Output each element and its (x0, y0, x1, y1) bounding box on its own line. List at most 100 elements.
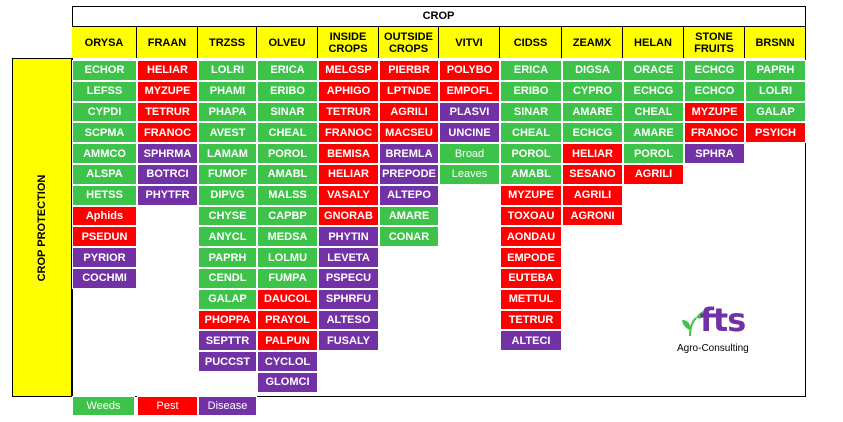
organism-cell: ERIBO (257, 80, 318, 102)
organism-cell: ECHCG (623, 80, 684, 102)
organism-cell: COCHMI (72, 268, 137, 289)
organism-cell: ERIBO (500, 80, 562, 102)
crop-header: INSIDE CROPS (318, 27, 379, 58)
organism-cell: GNORAB (318, 205, 379, 227)
organism-cell: GALAP (198, 288, 257, 310)
organism-cell: POROL (500, 143, 562, 164)
organism-cell: FRANOC (684, 122, 745, 144)
organism-cell: CHEAL (257, 122, 318, 144)
organism-cell: SINAR (500, 101, 562, 123)
organism-cell: CENDL (198, 268, 257, 289)
organism-cell: HELIAR (137, 60, 198, 81)
organism-cell: ECHCG (562, 122, 623, 144)
organism-cell: AMARE (379, 205, 439, 227)
organism-cell: GALAP (745, 101, 806, 123)
crop-header: HELAN (623, 27, 684, 58)
organism-cell: MYZUPE (500, 184, 562, 206)
organism-cell: BOTRCI (137, 164, 198, 185)
organism-cell: FUSALY (318, 330, 379, 352)
legend-pest: Pest (137, 396, 198, 416)
organism-cell: CHYSE (198, 205, 257, 227)
organism-cell: ANYCL (198, 226, 257, 248)
organism-cell: HETSS (72, 184, 137, 206)
organism-cell: ECHOR (72, 60, 137, 81)
organism-cell: PRAYOL (257, 309, 318, 331)
organism-cell: AGRILI (562, 184, 623, 206)
sprout-icon (682, 310, 708, 337)
organism-cell: ERICA (500, 60, 562, 81)
organism-cell: PAPRH (198, 247, 257, 268)
organism-cell: PUCCST (198, 351, 257, 372)
organism-cell: ALTEPO (379, 184, 439, 206)
organism-cell: SPHRA (684, 143, 745, 164)
organism-cell: PSEDUN (72, 226, 137, 248)
organism-cell: ECHCO (684, 80, 745, 102)
organism-cell: CYPDI (72, 101, 137, 123)
organism-cell: FRANOC (318, 122, 379, 144)
organism-cell: DIGSA (562, 60, 623, 81)
organism-cell: BREMLA (379, 143, 439, 164)
organism-cell: LPTNDE (379, 80, 439, 102)
organism-cell: PSYICH (745, 122, 806, 144)
organism-cell: MELGSP (318, 60, 379, 81)
organism-cell: VASALY (318, 184, 379, 206)
organism-cell: LOLRI (198, 60, 257, 81)
organism-cell: POROL (257, 143, 318, 164)
organism-cell: TOXOAU (500, 205, 562, 227)
crop-header: OLVEU (257, 27, 318, 58)
organism-cell: AGRILI (623, 164, 684, 185)
organism-cell: POLYBO (439, 60, 500, 81)
organism-cell: PLASVI (439, 101, 500, 123)
organism-cell: SESANO (562, 164, 623, 185)
organism-cell: AONDAU (500, 226, 562, 248)
organism-cell: PYRIOR (72, 247, 137, 268)
organism-cell: AMABL (257, 164, 318, 185)
organism-cell: SEPTTR (198, 330, 257, 352)
organism-cell: ALSPA (72, 164, 137, 185)
organism-cell: HELIAR (562, 143, 623, 164)
organism-cell: EMPOFL (439, 80, 500, 102)
organism-cell: POROL (623, 143, 684, 164)
organism-cell: PHYTFR (137, 184, 198, 206)
organism-cell: CYCLOL (257, 351, 318, 372)
organism-cell: LOLRI (745, 80, 806, 102)
organism-cell: LEVETA (318, 247, 379, 268)
organism-cell: CHEAL (623, 101, 684, 123)
organism-cell: METTUL (500, 288, 562, 310)
organism-cell: PHYTIN (318, 226, 379, 248)
organism-cell: LEFSS (72, 80, 137, 102)
organism-cell: DAUCOL (257, 288, 318, 310)
organism-cell: CYPRO (562, 80, 623, 102)
organism-cell: AMARE (562, 101, 623, 123)
organism-cell: AGRILI (379, 101, 439, 123)
organism-cell: EUTEBA (500, 268, 562, 289)
legend-disease: Disease (198, 396, 257, 416)
crop-header: FRAAN (137, 27, 198, 58)
organism-cell: Aphids (72, 205, 137, 227)
organism-cell: EMPODE (500, 247, 562, 268)
legend-weeds: Weeds (72, 396, 135, 416)
organism-cell: PSPECU (318, 268, 379, 289)
organism-cell: PREPODE (379, 164, 439, 185)
organism-cell: CHEAL (500, 122, 562, 144)
organism-cell: ERICA (257, 60, 318, 81)
organism-cell: MYZUPE (137, 80, 198, 102)
organism-cell: TETRUR (500, 309, 562, 331)
organism-cell: SCPMA (72, 122, 137, 144)
organism-cell: AVEST (198, 122, 257, 144)
organism-cell: PIERBR (379, 60, 439, 81)
crop-title: CROP (72, 6, 805, 27)
organism-cell: Broad (439, 143, 500, 164)
organism-cell: AMARE (623, 122, 684, 144)
organism-cell: PHAPA (198, 101, 257, 123)
organism-cell: PHAMI (198, 80, 257, 102)
organism-cell: MALSS (257, 184, 318, 206)
organism-cell: BEMISA (318, 143, 379, 164)
organism-cell: ORACE (623, 60, 684, 81)
organism-cell: MYZUPE (684, 101, 745, 123)
organism-cell: APHIGO (318, 80, 379, 102)
organism-cell: AMABL (500, 164, 562, 185)
organism-cell: FRANOC (137, 122, 198, 144)
organism-cell: FUMOF (198, 164, 257, 185)
